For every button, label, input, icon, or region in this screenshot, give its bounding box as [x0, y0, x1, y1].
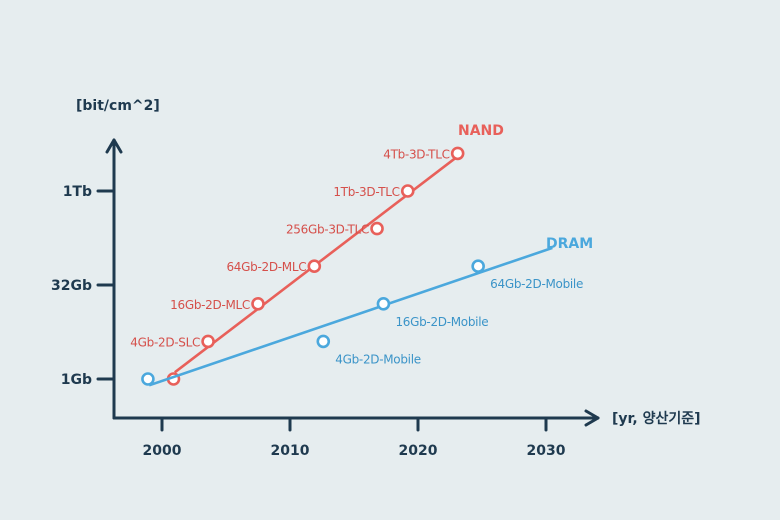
y-axis-title: [bit/cm^2] [76, 98, 160, 114]
trend-line-dram [148, 246, 553, 387]
data-point-nand-1tb-3d-tlc [400, 184, 415, 198]
x-tick-label-2010: 2010 [271, 443, 310, 459]
data-point-dram-16gb-2d-mobile [376, 296, 391, 311]
x-tick-label-2000: 2000 [143, 443, 182, 459]
data-label-256gb-3d-tlc: 256Gb-3D-TLC [286, 223, 369, 237]
x-tick-label-2020: 2020 [399, 443, 438, 459]
data-label-1tb-3d-tlc: 1Tb-3D-TLC [333, 185, 399, 199]
data-point-nand-4gb-2d-slc [201, 334, 215, 349]
data-label-16gb-2d-mlc: 16Gb-2D-MLC [170, 298, 250, 312]
x-tick-label-2030: 2030 [527, 443, 566, 459]
data-point-nand-256gb-3d-tlc [370, 221, 384, 236]
data-label-16gb-2d-mobile: 16Gb-2D-Mobile [395, 315, 488, 329]
y-tick-label-1gb: 1Gb [61, 372, 92, 388]
data-point-dram-origin [141, 372, 155, 386]
data-label-64gb-2d-mlc: 64Gb-2D-MLC [226, 260, 306, 274]
data-point-nand-64gb-2d-mlc [307, 259, 322, 274]
data-point-dram-4gb-2d-mobile [316, 334, 331, 349]
y-tick-label-1tb: 1Tb [63, 184, 92, 200]
y-tick-label-32gb: 32Gb [51, 278, 92, 294]
data-label-4gb-2d-slc: 4Gb-2D-SLC [130, 335, 200, 349]
series-name-nand: NAND [458, 123, 504, 139]
data-label-64gb-2d-mobile: 64Gb-2D-Mobile [490, 277, 583, 291]
chart-marks: 4Gb-2D-SLC 16Gb-2D-MLC 64Gb-2D-MLC 256Gb-3D… [130, 146, 583, 387]
data-label-4gb-2d-mobile: 4Gb-2D-Mobile [335, 352, 421, 366]
x-axis-arrow [584, 409, 600, 427]
x-axis-title: [yr, 양산기준] [612, 410, 700, 427]
data-point-nand-16gb-2d-mlc [251, 296, 265, 311]
data-point-dram-64gb-2d-mobile [471, 259, 485, 274]
series-name-dram: DRAM [546, 236, 593, 252]
y-axis-arrow [105, 138, 123, 154]
data-label-4tb-3d-tlc: 4Tb-3D-TLC [383, 147, 449, 161]
data-point-nand-4tb-3d-tlc [450, 146, 465, 161]
